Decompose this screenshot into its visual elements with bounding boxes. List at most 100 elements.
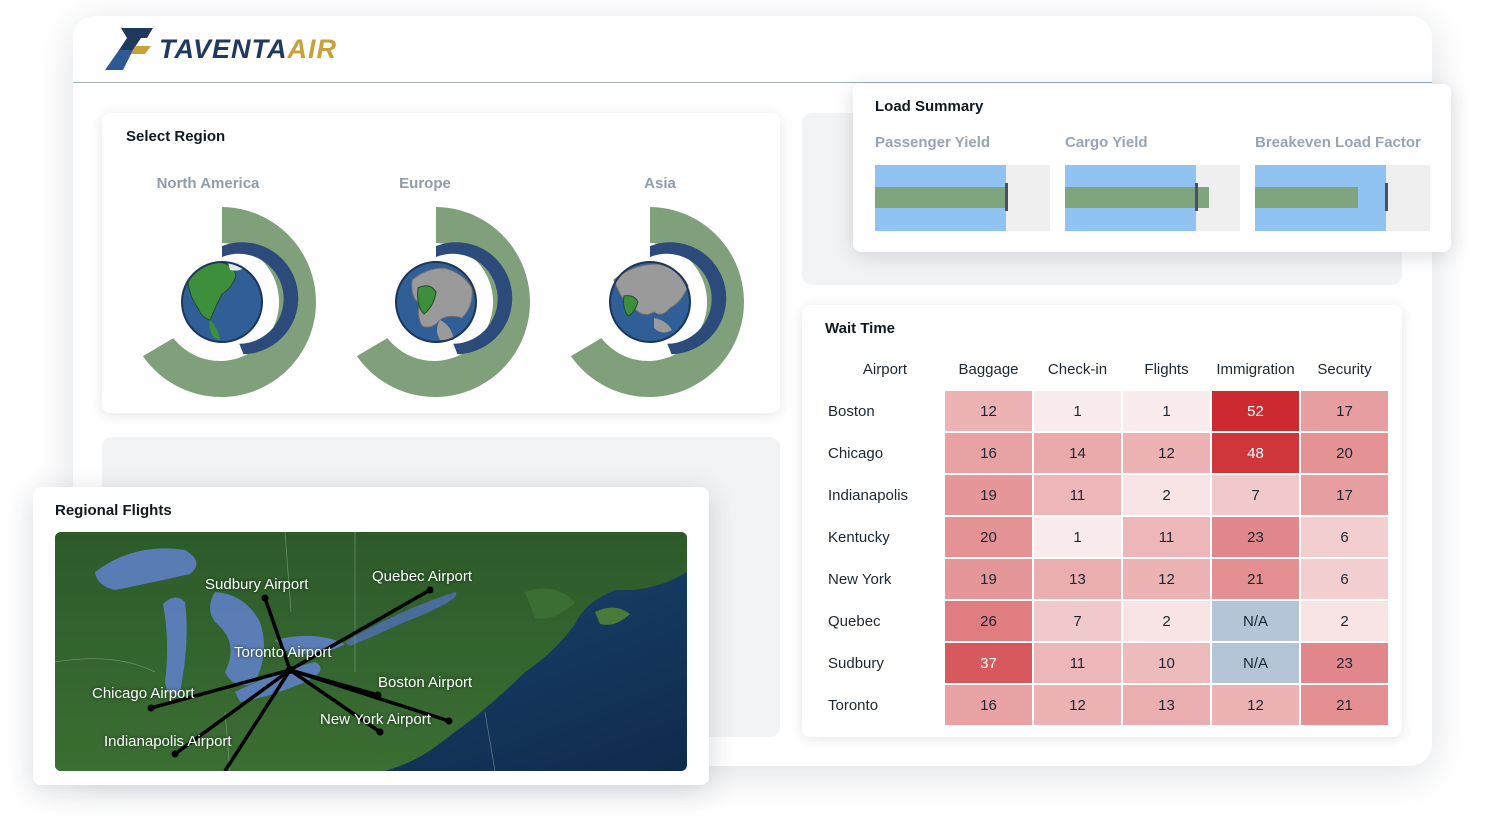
airport-name-cell: Chicago bbox=[828, 444, 884, 462]
bullet-target-marker bbox=[1385, 183, 1389, 211]
table-cell[interactable]: 12 bbox=[1123, 433, 1210, 473]
table-cell[interactable]: 52 bbox=[1212, 391, 1299, 431]
airport-name-cell: Quebec bbox=[828, 612, 881, 630]
table-cell[interactable]: 13 bbox=[1123, 685, 1210, 725]
bullet-target-marker bbox=[1005, 183, 1009, 211]
bullet-chart-passenger-yield[interactable] bbox=[875, 165, 1050, 231]
column-header-airport[interactable]: Airport bbox=[862, 360, 908, 378]
metric-label-cargo-yield: Cargo Yield bbox=[1065, 134, 1148, 151]
table-cell[interactable]: 20 bbox=[1301, 433, 1388, 473]
table-cell[interactable]: 16 bbox=[945, 685, 1032, 725]
airport-label-indianapolis[interactable]: Indianapolis Airport bbox=[104, 733, 232, 750]
table-cell[interactable]: 10 bbox=[1123, 643, 1210, 683]
bullet-chart-breakeven-load-factor[interactable] bbox=[1255, 165, 1430, 231]
table-cell[interactable]: 21 bbox=[1212, 559, 1299, 599]
table-row: Kentucky 20 1 11 23 6 bbox=[827, 517, 1388, 557]
asia-globe-icon bbox=[609, 261, 691, 343]
airport-label-chicago[interactable]: Chicago Airport bbox=[92, 685, 195, 702]
region-label-north-america[interactable]: North America bbox=[156, 175, 260, 192]
table-cell[interactable]: 17 bbox=[1301, 475, 1388, 515]
airport-name-cell: Indianapolis bbox=[828, 486, 909, 504]
table-cell[interactable]: 23 bbox=[1212, 517, 1299, 557]
asia-donut[interactable] bbox=[550, 202, 750, 402]
table-row: Toronto 16 12 13 12 21 bbox=[827, 685, 1388, 725]
europe-donut[interactable] bbox=[336, 202, 536, 402]
europe-globe-icon bbox=[395, 261, 477, 343]
table-cell[interactable]: 12 bbox=[1034, 685, 1121, 725]
table-cell[interactable]: 19 bbox=[945, 559, 1032, 599]
column-header-security[interactable]: Security bbox=[1317, 360, 1372, 378]
table-cell[interactable]: 7 bbox=[1212, 475, 1299, 515]
header-bar bbox=[73, 16, 1432, 83]
table-cell[interactable]: 6 bbox=[1301, 517, 1388, 557]
north-america-donut[interactable] bbox=[122, 202, 322, 402]
wait-time-title: Wait Time bbox=[825, 320, 896, 337]
column-header-immigration[interactable]: Immigration bbox=[1216, 360, 1295, 378]
table-cell[interactable]: 37 bbox=[945, 643, 1032, 683]
region-label-asia[interactable]: Asia bbox=[644, 175, 676, 192]
airport-name-cell: Kentucky bbox=[828, 528, 890, 546]
table-cell[interactable]: N/A bbox=[1212, 601, 1299, 641]
column-header-flights[interactable]: Flights bbox=[1144, 360, 1189, 378]
airport-name-cell: Toronto bbox=[828, 696, 879, 714]
table-cell[interactable]: 26 bbox=[945, 601, 1032, 641]
regional-flights-map[interactable]: Sudbury Airport Quebec Airport Toronto A… bbox=[55, 532, 687, 771]
table-cell[interactable]: 48 bbox=[1212, 433, 1299, 473]
table-header-row: Airport Baggage Check-in Flights Immigra… bbox=[827, 349, 1388, 389]
table-cell[interactable]: 2 bbox=[1123, 601, 1210, 641]
brand-logo[interactable]: TAVENTAAIR bbox=[105, 26, 337, 72]
table-cell[interactable]: 16 bbox=[945, 433, 1032, 473]
table-cell[interactable]: N/A bbox=[1212, 643, 1299, 683]
airport-label-boston[interactable]: Boston Airport bbox=[378, 674, 473, 691]
column-header-baggage[interactable]: Baggage bbox=[958, 360, 1019, 378]
table-cell[interactable]: 1 bbox=[1034, 391, 1121, 431]
table-row: New York 19 13 12 21 6 bbox=[827, 559, 1388, 599]
airline-wing-logo-icon bbox=[105, 28, 153, 70]
airport-label-new-york[interactable]: New York Airport bbox=[320, 711, 431, 728]
inner-ring-arc bbox=[436, 242, 513, 355]
table-cell[interactable]: 12 bbox=[945, 391, 1032, 431]
bullet-bar bbox=[1065, 187, 1209, 208]
airport-name-cell: New York bbox=[828, 570, 892, 588]
airport-name-cell: Boston bbox=[828, 402, 875, 420]
airport-label-quebec[interactable]: Quebec Airport bbox=[372, 568, 473, 585]
table-cell[interactable]: 11 bbox=[1123, 517, 1210, 557]
table-cell[interactable]: 21 bbox=[1301, 685, 1388, 725]
airport-label-toronto[interactable]: Toronto Airport bbox=[234, 644, 332, 661]
table-cell[interactable]: 23 bbox=[1301, 643, 1388, 683]
table-cell[interactable]: 14 bbox=[1034, 433, 1121, 473]
satellite-map-background bbox=[55, 532, 687, 771]
table-row: Quebec 26 7 2 N/A 2 bbox=[827, 601, 1388, 641]
north-america-globe-icon bbox=[181, 261, 263, 343]
table-row: Boston 12 1 1 52 17 bbox=[827, 391, 1388, 431]
brand-name: TAVENTAAIR bbox=[159, 33, 337, 64]
table-cell[interactable]: 13 bbox=[1034, 559, 1121, 599]
table-cell[interactable]: 11 bbox=[1034, 475, 1121, 515]
region-label-europe[interactable]: Europe bbox=[399, 175, 451, 192]
table-cell[interactable]: 11 bbox=[1034, 643, 1121, 683]
load-summary-title: Load Summary bbox=[875, 98, 984, 115]
table-cell[interactable]: 7 bbox=[1034, 601, 1121, 641]
table-row: Sudbury 37 11 10 N/A 23 bbox=[827, 643, 1388, 683]
table-cell[interactable]: 12 bbox=[1212, 685, 1299, 725]
bullet-chart-cargo-yield[interactable] bbox=[1065, 165, 1240, 231]
column-header-check-in[interactable]: Check-in bbox=[1047, 360, 1108, 378]
table-cell[interactable]: 12 bbox=[1123, 559, 1210, 599]
table-cell[interactable]: 6 bbox=[1301, 559, 1388, 599]
table-cell[interactable]: 1 bbox=[1123, 391, 1210, 431]
airport-markers bbox=[147, 586, 453, 758]
table-cell[interactable]: 1 bbox=[1034, 517, 1121, 557]
flight-route-lines bbox=[150, 588, 450, 771]
inner-ring-arc bbox=[222, 242, 299, 355]
airport-label-sudbury[interactable]: Sudbury Airport bbox=[205, 576, 309, 593]
metric-label-breakeven-load-factor: Breakeven Load Factor bbox=[1255, 134, 1421, 151]
table-cell[interactable]: 2 bbox=[1123, 475, 1210, 515]
table-cell[interactable]: 2 bbox=[1301, 601, 1388, 641]
wait-time-table: Airport Baggage Check-in Flights Immigra… bbox=[825, 347, 1390, 727]
table-cell[interactable]: 20 bbox=[945, 517, 1032, 557]
table-row: Chicago 16 14 12 48 20 bbox=[827, 433, 1388, 473]
table-cell[interactable]: 17 bbox=[1301, 391, 1388, 431]
inner-ring-arc bbox=[650, 242, 727, 355]
table-cell[interactable]: 19 bbox=[945, 475, 1032, 515]
bullet-bar bbox=[1255, 187, 1359, 208]
